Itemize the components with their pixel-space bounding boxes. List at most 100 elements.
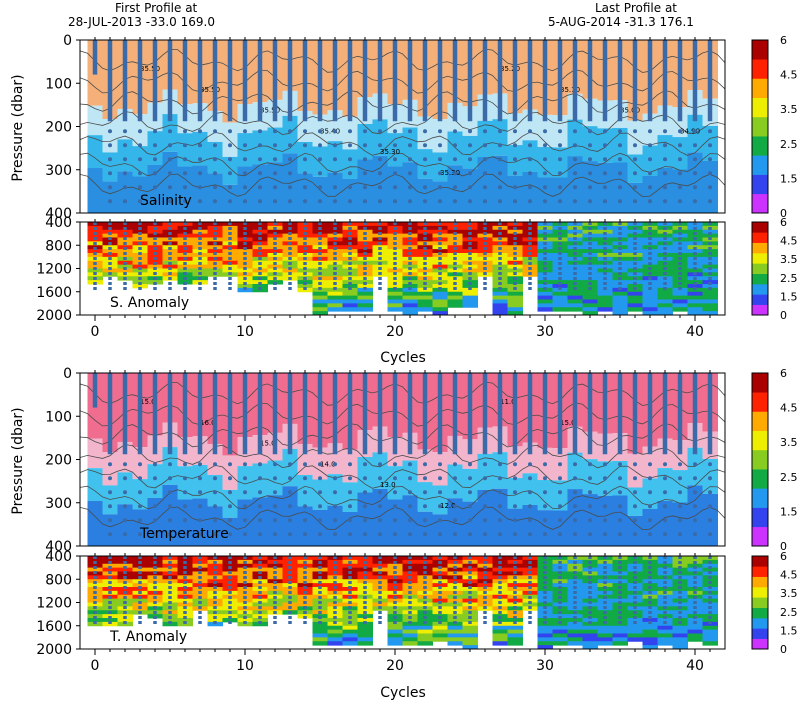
profile-sample-point	[498, 518, 502, 523]
anomaly-cell	[402, 249, 418, 254]
anomaly-cell	[552, 563, 568, 569]
anomaly-cell	[522, 268, 538, 273]
anomaly-cell	[327, 633, 343, 638]
anomaly-cell	[597, 229, 613, 235]
anomaly-cell	[687, 625, 703, 631]
anomaly-cell	[672, 287, 688, 293]
anomaly-cell	[417, 284, 433, 289]
anomaly-cell	[432, 295, 448, 300]
anomaly-cell	[117, 253, 133, 258]
profile-sample-point	[393, 490, 397, 495]
anomaly-cell	[537, 633, 553, 638]
section-band-middle	[102, 452, 118, 486]
anomaly-cell	[642, 229, 658, 235]
contour-label: 35.10	[560, 86, 580, 94]
anomaly-cell	[417, 598, 433, 603]
anomaly-cell	[627, 587, 643, 592]
section-band-deep	[417, 178, 433, 213]
section-band-middle	[522, 442, 538, 474]
anomaly-cell	[447, 567, 463, 572]
profile-sample-point	[123, 185, 127, 190]
colorbar-swatch	[752, 193, 768, 214]
anomaly-cell	[552, 291, 568, 297]
anomaly-cell	[642, 587, 658, 592]
anomaly-cell	[567, 598, 583, 603]
section-band-lower	[252, 130, 268, 165]
anomaly-cell	[447, 621, 463, 627]
anomaly-cell	[567, 253, 583, 258]
anomaly-cell	[687, 567, 703, 572]
profile-sample-point	[543, 490, 547, 495]
anomaly-cell	[597, 303, 613, 308]
anomaly-cell	[627, 264, 643, 269]
anomaly-cell	[357, 233, 373, 238]
section-band-middle	[87, 105, 103, 136]
y-tick-label: 1600	[36, 285, 72, 301]
profile-sample-point	[228, 518, 232, 523]
anomaly-cell	[342, 291, 358, 297]
profile-sample-point	[213, 143, 217, 148]
anomaly-cell	[417, 233, 433, 238]
anomaly-cell	[567, 563, 583, 569]
profile-sample-point	[663, 129, 667, 134]
anomaly-cell	[507, 625, 523, 631]
anomaly-cell	[402, 602, 418, 607]
colorbar-swatch	[752, 507, 768, 528]
section-band-lower	[477, 453, 493, 491]
anomaly-cell	[327, 287, 343, 293]
profile-sample-point	[288, 129, 292, 134]
section-band-deep	[657, 500, 673, 546]
anomaly-cell	[207, 621, 223, 627]
anomaly-cell	[342, 637, 358, 642]
profile-sample-point	[393, 532, 397, 537]
profile-sample-point	[708, 490, 712, 495]
profile-sample-point	[318, 129, 322, 134]
profile-sample-point	[258, 532, 262, 537]
anomaly-cell	[552, 249, 568, 254]
profile-sample-point	[348, 518, 352, 523]
anomaly-cell	[162, 567, 178, 572]
profile-sample-point	[168, 129, 172, 134]
profile-sample-point	[153, 518, 157, 523]
profile-sample-point	[468, 504, 472, 509]
anomaly-cell	[567, 618, 583, 623]
anomaly-cell	[417, 249, 433, 254]
anomaly-cell	[672, 618, 688, 623]
profile-sample-point	[573, 518, 577, 523]
contour-label: 16.0	[200, 419, 216, 427]
anomaly-cell	[702, 287, 718, 293]
section-band-middle	[297, 110, 313, 142]
contour-label: 35.20	[500, 65, 520, 73]
profile-sample-point	[528, 129, 532, 134]
section-band-lower	[537, 147, 553, 178]
anomaly-cell	[312, 264, 328, 269]
anomaly-cell	[372, 598, 388, 603]
profile-sample-point	[393, 157, 397, 162]
profile-sample-point	[198, 476, 202, 481]
anomaly-cell	[252, 229, 268, 235]
anomaly-cell	[342, 563, 358, 569]
anomaly-cell	[432, 621, 448, 627]
anomaly-cell	[357, 583, 373, 588]
anomaly-cell	[552, 307, 568, 312]
anomaly-cell	[552, 233, 568, 238]
anomaly-cell	[192, 264, 208, 269]
anomaly-cell	[387, 284, 403, 289]
profile-sample-point	[588, 476, 592, 481]
profile-sample-point	[498, 532, 502, 537]
anomaly-cell	[387, 583, 403, 588]
anomaly-cell	[222, 233, 238, 238]
profile-sample-point	[153, 185, 157, 190]
profile-sample-point	[348, 199, 352, 204]
anomaly-cell	[342, 618, 358, 623]
anomaly-cell	[447, 253, 463, 258]
profile-sample-point	[138, 157, 142, 162]
anomaly-cell	[177, 598, 193, 603]
profile-sample-point	[423, 143, 427, 148]
profile-sample-point	[153, 157, 157, 162]
profile-sample-point	[558, 490, 562, 495]
anomaly-cell	[312, 249, 328, 254]
contour-label: 15.0	[260, 440, 276, 448]
section-band-deep	[492, 155, 508, 213]
anomaly-cell	[612, 268, 628, 273]
